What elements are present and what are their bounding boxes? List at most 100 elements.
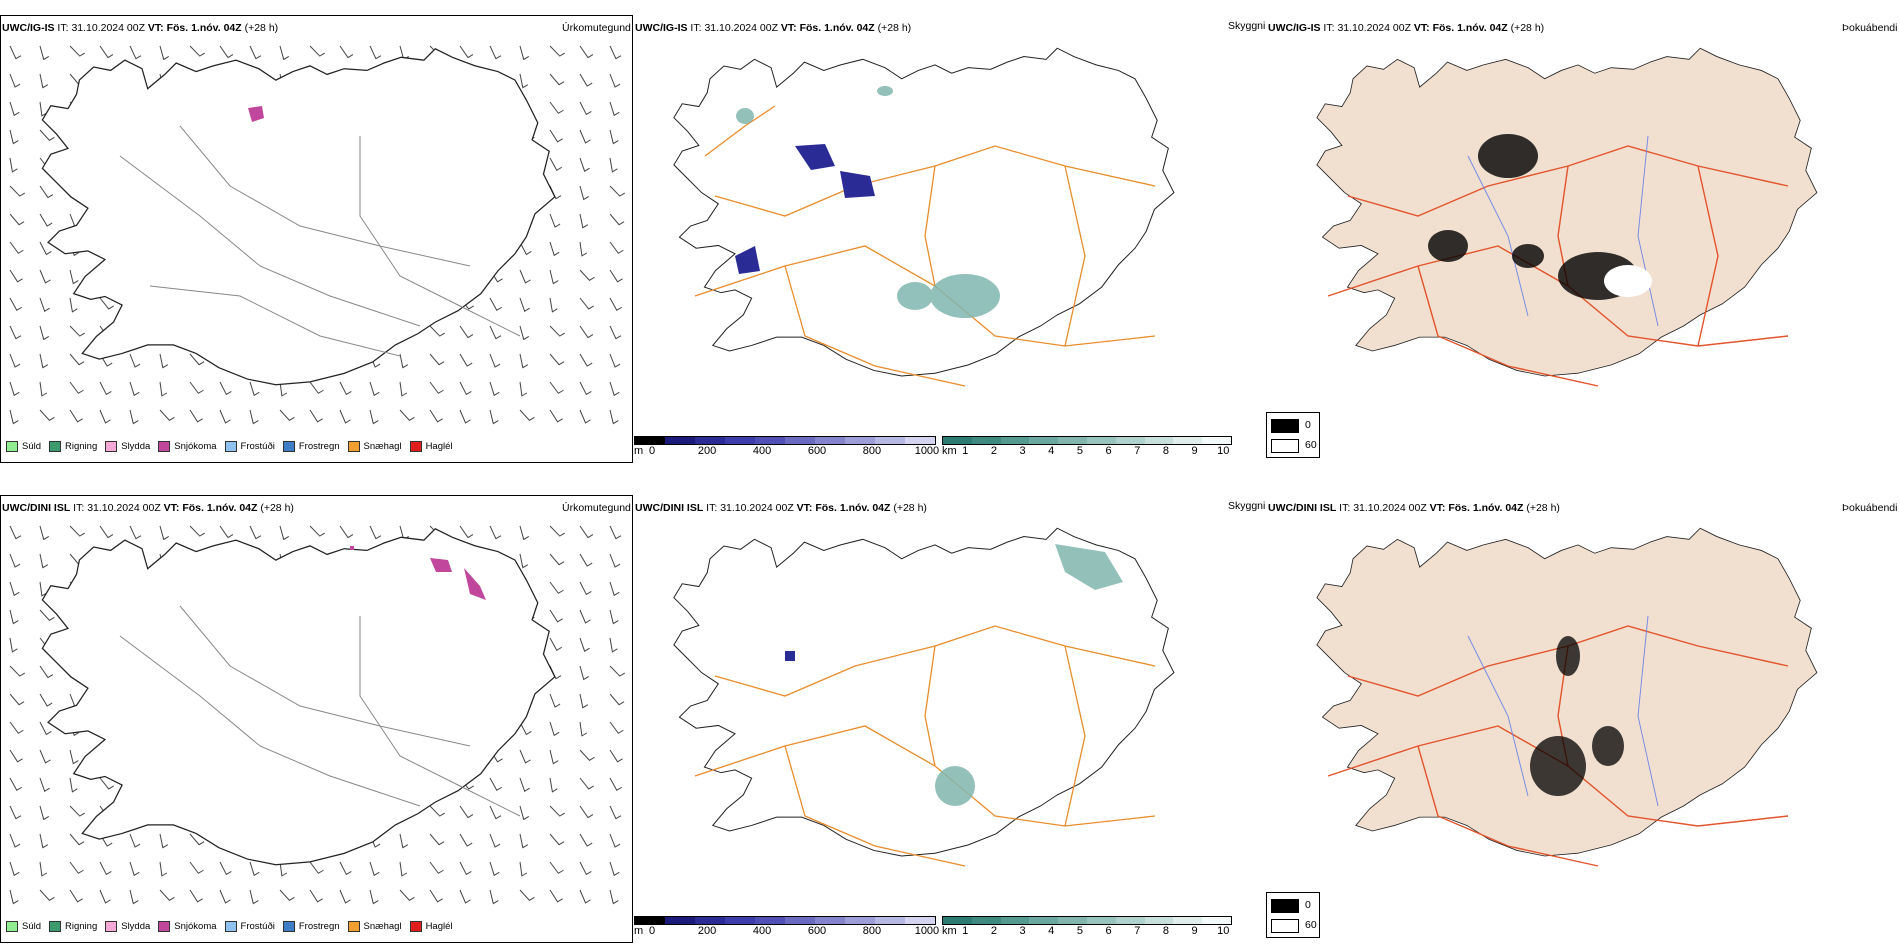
legend-swatch — [224, 441, 237, 452]
wind-barb — [9, 749, 23, 763]
wind-barb — [9, 777, 23, 791]
wind-barb — [459, 353, 473, 367]
wind-barb — [9, 157, 18, 173]
colorbar-bin — [785, 917, 815, 924]
fog-swatch — [1271, 439, 1299, 453]
wind-barb — [369, 525, 382, 540]
wind-barb — [489, 353, 501, 368]
wind-barb — [579, 157, 590, 172]
wind-barb — [189, 889, 203, 903]
wind-barb — [9, 269, 23, 283]
wind-barb — [549, 213, 561, 228]
wind-barb — [549, 353, 565, 366]
wind-barb — [609, 297, 623, 311]
colorbar-bin — [971, 917, 1001, 924]
wind-barb — [369, 45, 382, 60]
wind-barb — [9, 665, 26, 677]
colorbar-tick-label: 8 — [1162, 445, 1169, 457]
fog-label: 0 — [1305, 899, 1311, 911]
colorbar-bin — [943, 917, 972, 924]
wind-barb — [279, 889, 295, 902]
colorbar-bin — [845, 437, 875, 444]
colorbar-tick-label: 1 — [962, 925, 969, 937]
colorbar-unit: m — [634, 925, 644, 937]
wind-barb — [159, 833, 169, 849]
wind-barb — [549, 269, 559, 285]
wind-barb — [429, 861, 444, 874]
legend-label: Rigning — [65, 441, 98, 452]
wind-barb — [339, 45, 354, 59]
wind-barb — [399, 861, 408, 877]
wind-barb — [549, 525, 566, 537]
wind-barb — [369, 409, 379, 425]
wind-barb — [519, 73, 529, 89]
wind-barb — [39, 833, 49, 849]
wind-barb — [519, 805, 530, 821]
wind-barb — [609, 213, 625, 226]
wind-barb — [219, 45, 234, 59]
wind-barb — [279, 45, 290, 61]
wind-barb — [39, 861, 48, 877]
wind-barb — [609, 241, 624, 254]
wind-barb — [69, 805, 86, 817]
wind-barb — [579, 861, 592, 876]
colorbar-tick-label: 4 — [1048, 445, 1055, 457]
legend-label: Frostúði — [240, 441, 275, 452]
wind-barb — [489, 889, 499, 905]
wind-barb — [9, 101, 20, 117]
wind-barb — [249, 525, 262, 540]
wind-barb — [609, 833, 621, 848]
legend-label: Slydda — [121, 921, 151, 932]
wind-barb — [459, 861, 472, 876]
wind-barb — [369, 861, 380, 877]
wind-barb — [129, 409, 139, 425]
wind-barb — [519, 381, 528, 397]
wind-barb — [129, 525, 142, 540]
wind-barb — [219, 861, 232, 876]
wind-barb — [69, 45, 86, 57]
colorbar-bin — [1202, 917, 1231, 924]
iceland-map-fog-top — [1316, 47, 1818, 387]
wind-barb — [459, 45, 474, 59]
colorbar-bin — [785, 437, 815, 444]
wind-barb — [549, 73, 565, 86]
wind-barb — [99, 889, 111, 904]
wind-barb — [69, 833, 85, 846]
legend-item: Snæhagl — [347, 921, 402, 932]
wind-barb — [309, 381, 324, 394]
wind-barb — [579, 889, 591, 904]
colorbar-tick-label: 10 — [1217, 925, 1230, 937]
wind-barb — [309, 861, 324, 874]
wind-barb — [39, 525, 50, 541]
colorbar-bin — [905, 437, 935, 444]
colorbar-tick-label: 6 — [1105, 925, 1112, 937]
wind-barb — [579, 129, 591, 144]
wind-barb — [609, 665, 626, 677]
wind-barb — [39, 553, 49, 569]
wind-barb — [159, 409, 175, 422]
wind-barb — [609, 637, 618, 653]
wind-barb — [9, 213, 25, 226]
precip-legend-bottom: Súld Rigning Slydda Snjókoma Frostúði Frostre… — [6, 921, 453, 932]
wind-barb — [69, 297, 78, 313]
wind-barb — [549, 889, 563, 903]
colorbar-bin — [1115, 917, 1145, 924]
wind-barb — [99, 525, 114, 539]
wind-barb — [9, 805, 22, 820]
colorbar-bin — [943, 437, 972, 444]
wind-barb — [219, 525, 234, 539]
wind-barb — [9, 833, 21, 848]
wind-barb — [489, 381, 500, 397]
visibility-colorbar-bottom: km 1 2 3 4 5 6 7 8 9 10 — [942, 916, 1232, 937]
wind-barb — [39, 749, 51, 764]
wind-barb — [339, 381, 352, 396]
wind-barb — [609, 101, 620, 117]
wind-barb — [549, 297, 558, 313]
legend-label: Haglél — [425, 921, 453, 932]
wind-barb — [489, 525, 502, 540]
wind-barb — [189, 381, 204, 394]
wind-barb — [519, 721, 532, 736]
wind-barb — [459, 889, 471, 904]
colorbar-tick-label: 5 — [1076, 925, 1083, 937]
iceland-map-visibility-bottom — [673, 527, 1175, 867]
